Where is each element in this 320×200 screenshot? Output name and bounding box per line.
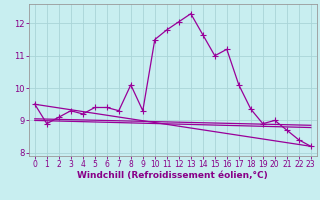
X-axis label: Windchill (Refroidissement éolien,°C): Windchill (Refroidissement éolien,°C) <box>77 171 268 180</box>
